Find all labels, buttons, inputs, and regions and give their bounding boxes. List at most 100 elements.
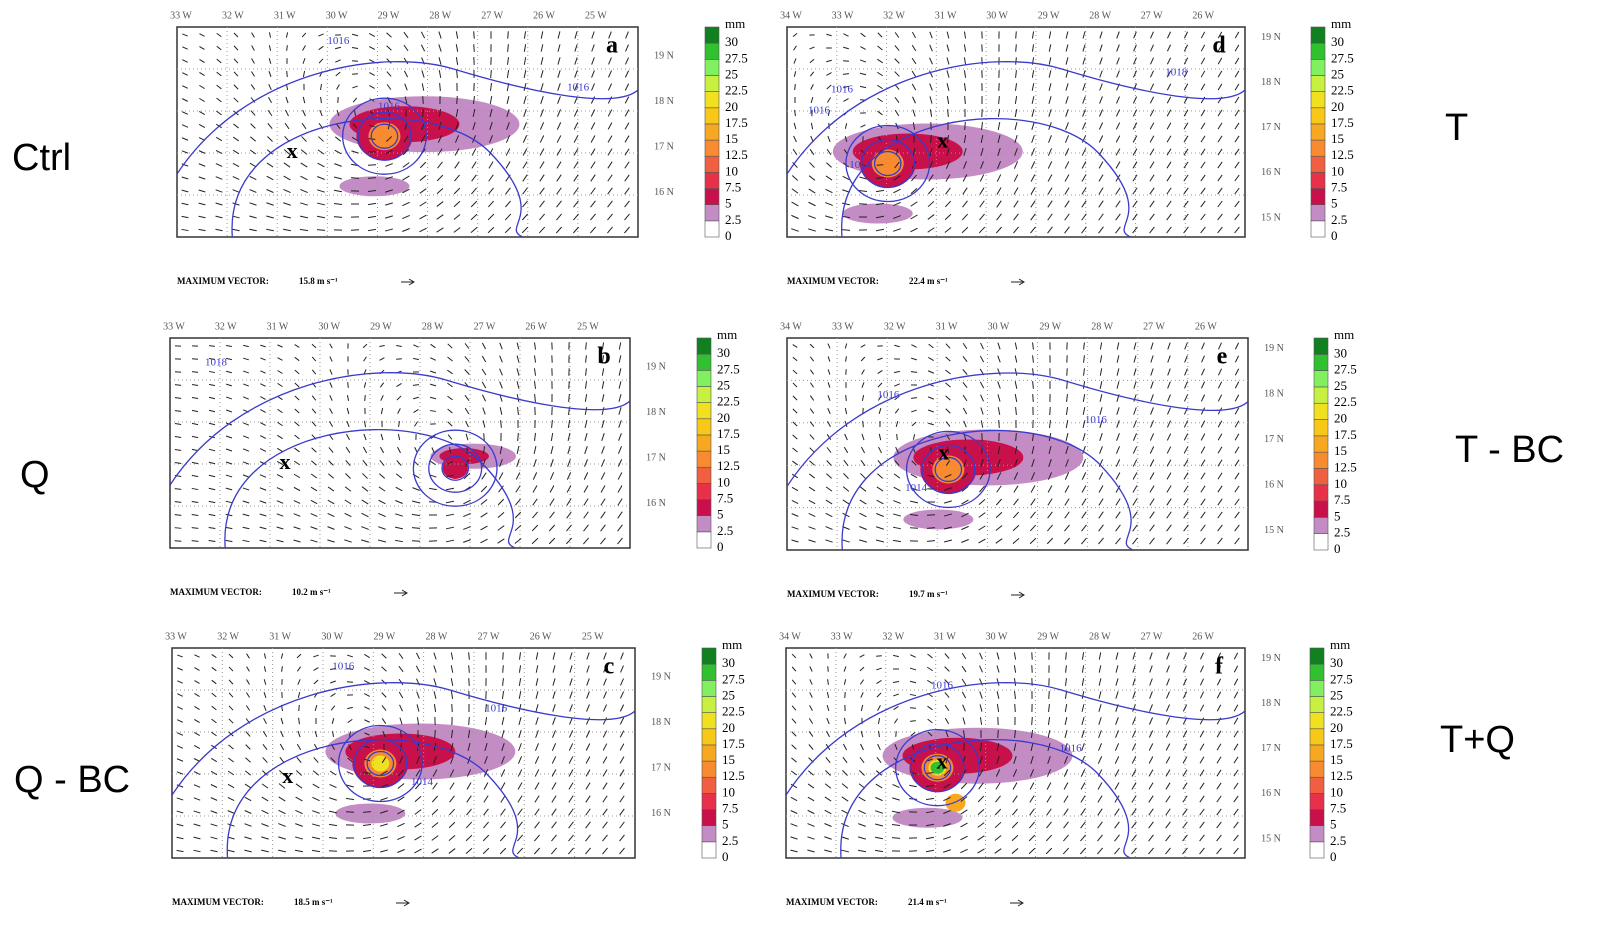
wind-vector <box>557 57 561 65</box>
isobar <box>787 372 1248 487</box>
wind-vector <box>210 797 218 801</box>
wind-vector <box>842 175 850 181</box>
wind-vector <box>1029 795 1035 803</box>
wind-vector <box>1029 769 1035 777</box>
wind-vector <box>1217 135 1223 143</box>
wind-vector <box>1079 847 1087 855</box>
wind-vector <box>261 783 269 789</box>
colorbar-label: 12.5 <box>1334 459 1357 474</box>
wind-vector <box>472 108 476 118</box>
wind-vector <box>861 369 865 375</box>
wind-vector <box>1081 135 1087 143</box>
wind-vector <box>568 847 574 855</box>
wind-vector <box>1148 834 1154 842</box>
colorbar-label: 5 <box>717 507 724 522</box>
wind-vector <box>449 795 455 803</box>
wind-vector <box>448 821 456 829</box>
wind-vector <box>228 744 234 750</box>
wind-vector <box>228 692 234 698</box>
wind-vector <box>912 148 916 156</box>
wind-vector <box>397 408 401 414</box>
wind-vector <box>352 97 358 103</box>
isobar <box>905 430 991 509</box>
wind-vector <box>1199 717 1205 725</box>
wind-vector <box>568 834 574 842</box>
wind-vector <box>244 836 252 840</box>
wind-vector <box>826 33 832 37</box>
wind-vector <box>1065 406 1069 416</box>
wind-vector <box>912 122 916 130</box>
wind-vector <box>299 228 309 232</box>
colorbar-box <box>696 402 712 420</box>
wind-vector <box>944 200 952 208</box>
wind-vector <box>961 213 969 221</box>
wind-vector <box>997 445 1001 455</box>
wind-vector <box>619 704 625 712</box>
wind-vector <box>467 729 471 739</box>
wind-vector <box>176 719 184 723</box>
storm-marker: x <box>937 128 948 153</box>
wind-vector <box>1199 821 1205 829</box>
lon-label: 33 W <box>831 631 853 642</box>
lat-label: 16 N <box>1261 788 1281 799</box>
wind-vector <box>1064 511 1070 519</box>
wind-vector <box>1098 472 1104 480</box>
wind-vector <box>1099 407 1103 415</box>
wind-vector <box>362 459 368 467</box>
wind-vector <box>501 743 505 751</box>
wind-vector <box>1200 31 1206 39</box>
wind-vector <box>1149 485 1155 493</box>
wind-vector <box>362 811 372 813</box>
wind-vector <box>1217 498 1223 506</box>
wind-vector <box>283 228 291 232</box>
wind-vector <box>283 175 291 181</box>
wind-vector <box>191 474 199 478</box>
wind-vector <box>518 665 522 673</box>
wind-vector <box>215 202 223 206</box>
wind-vector <box>978 769 984 777</box>
wind-vector <box>1132 135 1138 143</box>
wind-vector <box>909 693 917 697</box>
wind-vector <box>280 730 284 738</box>
wind-vector <box>861 433 865 441</box>
wind-vector <box>1131 743 1137 751</box>
wind-vector <box>1030 511 1036 519</box>
wind-vector <box>310 513 318 517</box>
contour-label: 1018 <box>1165 67 1188 79</box>
wind-vector <box>534 769 540 777</box>
wind-vector <box>809 58 815 64</box>
wind-vector <box>1065 678 1067 686</box>
wind-vector <box>1081 161 1087 169</box>
wind-vector <box>893 705 899 711</box>
colorbar-label: 5 <box>725 196 732 211</box>
wind-vector <box>174 540 182 542</box>
wind-vector <box>450 690 454 700</box>
colorbar-box <box>1313 370 1329 388</box>
wind-vector <box>453 187 461 195</box>
wind-vector <box>176 745 184 749</box>
wind-vector <box>259 474 267 478</box>
lon-label: 31 W <box>274 10 296 21</box>
wind-vector <box>1200 537 1206 545</box>
row-label: T - BC <box>1455 429 1564 471</box>
wind-vector <box>1166 44 1172 52</box>
wind-vector <box>997 135 1001 143</box>
wind-vector <box>619 756 625 764</box>
wind-vector <box>996 678 1000 686</box>
wind-vector <box>791 175 799 181</box>
wind-vector <box>1081 148 1087 156</box>
wind-vector <box>1216 808 1222 816</box>
wind-vector <box>826 162 832 168</box>
wind-vector <box>585 743 591 751</box>
wind-vector <box>346 433 350 441</box>
wind-vector <box>1182 821 1188 829</box>
wind-vector <box>1082 446 1086 454</box>
wind-vector <box>1149 472 1155 480</box>
wind-vector <box>927 718 933 724</box>
wind-vector <box>841 836 849 840</box>
wind-vector <box>1149 678 1153 686</box>
wind-vector <box>278 836 286 840</box>
wind-vector <box>279 743 285 751</box>
wind-vector <box>534 821 540 829</box>
wind-vector <box>226 370 232 374</box>
